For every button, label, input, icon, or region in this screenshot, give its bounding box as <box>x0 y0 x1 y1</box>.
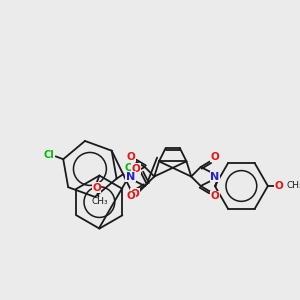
Text: Cl: Cl <box>44 150 54 161</box>
Text: CH₃: CH₃ <box>286 182 300 190</box>
Text: O: O <box>126 191 135 201</box>
Text: O: O <box>132 164 141 174</box>
Text: O: O <box>131 188 140 199</box>
Text: N: N <box>126 172 135 182</box>
Text: O: O <box>211 191 219 201</box>
Text: Cl: Cl <box>124 163 135 173</box>
Text: O: O <box>126 152 135 162</box>
Text: CH₃: CH₃ <box>91 196 108 206</box>
Text: O: O <box>275 181 284 191</box>
Text: O: O <box>211 152 219 162</box>
Text: O: O <box>92 183 101 193</box>
Text: N: N <box>210 172 220 182</box>
